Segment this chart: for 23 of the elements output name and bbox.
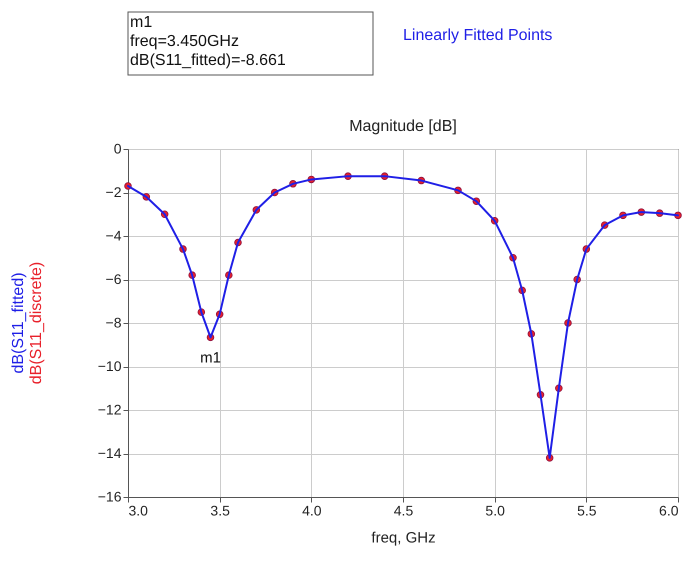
x-tick-label: 6.0 [659, 502, 679, 518]
x-tick-label: 5.5 [577, 502, 597, 518]
x-tick-label: 4.5 [394, 502, 414, 518]
x-tick-label: 4.0 [302, 502, 322, 518]
text: Linearly Fitted Points [403, 27, 552, 44]
y-tick-label: −4 [106, 228, 122, 244]
y-tick-label: −6 [106, 271, 122, 287]
x-tick-label: 3.0 [128, 502, 148, 518]
chart-title: Magnitude [dB] [349, 118, 457, 135]
y-tick-label: −14 [98, 445, 122, 461]
text: m1 freq=3.450GHz dB(S11_fitted)=-8.661 [130, 14, 286, 69]
annotation: m1 [200, 349, 221, 366]
y-tick-label: 0 [114, 140, 122, 156]
x-axis-title: freq, GHz [371, 530, 436, 546]
x-tick-label: 5.0 [485, 502, 506, 518]
y-tick-label: −10 [98, 358, 122, 374]
y-tick-label: −8 [106, 314, 122, 330]
y-tick-label: −16 [98, 488, 122, 504]
y-tick-label: −12 [98, 402, 122, 418]
y-tick-label: −2 [106, 184, 122, 200]
text: dB(S11_discrete) [28, 262, 45, 384]
x-tick-label: 3.5 [210, 502, 230, 518]
text: dB(S11_fitted) [10, 272, 27, 374]
